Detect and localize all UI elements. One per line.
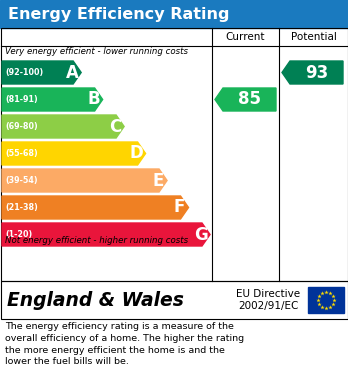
Text: A: A	[66, 63, 79, 81]
Text: (21-38): (21-38)	[5, 203, 38, 212]
Polygon shape	[2, 61, 81, 84]
Polygon shape	[2, 223, 210, 246]
Text: (81-91): (81-91)	[5, 95, 38, 104]
Bar	[0, 0, 348, 28]
Text: 85: 85	[238, 90, 261, 108]
Text: Very energy efficient - lower running costs: Very energy efficient - lower running co…	[5, 47, 188, 56]
Bar	[308, 287, 344, 313]
Text: C: C	[109, 118, 121, 136]
Bar	[0, 281, 348, 319]
Text: (55-68): (55-68)	[5, 149, 38, 158]
Text: EU Directive
2002/91/EC: EU Directive 2002/91/EC	[236, 289, 300, 311]
Polygon shape	[282, 61, 343, 84]
Text: (69-80): (69-80)	[5, 122, 38, 131]
Polygon shape	[2, 169, 167, 192]
Polygon shape	[2, 115, 124, 138]
Text: G: G	[194, 226, 208, 244]
Text: 93: 93	[305, 63, 328, 81]
Polygon shape	[2, 142, 145, 165]
Text: Not energy efficient - higher running costs: Not energy efficient - higher running co…	[5, 236, 188, 245]
Text: F: F	[174, 199, 185, 217]
Text: B: B	[87, 90, 100, 108]
Text: (39-54): (39-54)	[5, 176, 38, 185]
Text: (1-20): (1-20)	[5, 230, 32, 239]
Text: (92-100): (92-100)	[5, 68, 43, 77]
Text: Potential: Potential	[291, 32, 337, 42]
Text: The energy efficiency rating is a measure of the
overall efficiency of a home. T: The energy efficiency rating is a measur…	[5, 322, 244, 366]
Bar	[0, 28, 348, 281]
Text: E: E	[152, 172, 164, 190]
Polygon shape	[2, 196, 189, 219]
Polygon shape	[2, 88, 103, 111]
Polygon shape	[215, 88, 276, 111]
Text: D: D	[130, 145, 143, 163]
Text: Current: Current	[226, 32, 265, 42]
Text: Energy Efficiency Rating: Energy Efficiency Rating	[8, 7, 229, 22]
Text: England & Wales: England & Wales	[7, 291, 184, 310]
